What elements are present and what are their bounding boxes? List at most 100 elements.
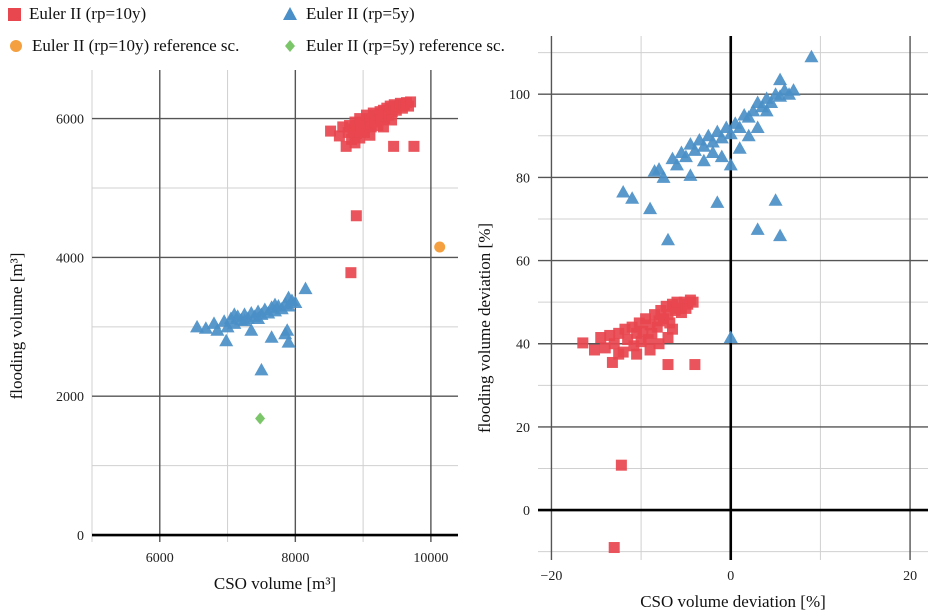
data-point-square [619,323,631,335]
data-point-triangle [669,157,684,171]
x-tick-label: 8000 [281,551,309,566]
data-point-triangle [786,83,801,96]
data-point-square [635,336,647,348]
data-point-triangle [288,295,303,309]
data-point-square [633,317,645,329]
legend-triangle-marker [283,7,297,20]
data-point-square [599,342,611,354]
data-point-square [687,296,699,308]
data-point-square [637,325,649,337]
y-tick-label: 0 [77,529,84,544]
legend-item-rp10-ref: Euler II (rp=10y) reference sc. [8,36,239,56]
legend-label: Euler II (rp=10y) [29,4,147,23]
data-point-square [613,327,625,339]
data-point-square [577,337,589,349]
data-point-triangle [616,184,631,198]
data-point-triangle [723,157,738,171]
data-point-square [595,332,607,344]
chart-legend: Euler II (rp=10y) Euler II (rp=5y) Euler… [0,0,620,66]
x-tick-label: 0 [727,569,734,584]
data-point-square [377,121,389,133]
data-point-square [345,267,357,279]
data-point-square [606,356,618,368]
data-point-triangle [281,290,296,304]
grid [538,36,928,560]
data-point-square [644,319,656,331]
data-point-square [325,125,337,137]
data-point-square [651,321,663,333]
data-point-square [337,121,349,133]
data-point-square [608,542,620,554]
data-point-triangle [746,103,761,117]
y-axis-label: flooding volume [m³] [7,253,26,400]
data-point-triangle [710,195,725,208]
data-point-square [608,338,620,350]
data-point-triangle [220,319,235,333]
data-point-square [350,210,362,222]
data-point-triangle [219,333,234,347]
data-point-triangle [750,222,765,235]
y-tick-label: 4000 [56,251,84,266]
data-point-square [333,130,345,142]
data-point-triangle [768,193,783,206]
data-point-square [604,329,616,341]
data-point-triangle [696,139,711,152]
legend-diamond-marker [285,40,295,52]
data-point-triangle [732,141,747,154]
y-tick-label: 6000 [56,113,84,128]
data-point-triangle [764,95,779,109]
data-point-square [646,327,658,339]
data-point-diamond [255,412,266,425]
data-point-triangle [652,162,667,175]
y-tick-label: 40 [516,338,530,353]
data-point-triangle [237,313,252,327]
data-point-square [666,323,678,335]
data-point-square [628,340,640,352]
data-point-square [349,137,361,149]
data-point-triangle [723,126,738,140]
legend-label: Euler II (rp=5y) reference sc. [306,36,505,55]
data-point-triangle [759,103,774,117]
y-tick-label: 20 [516,421,530,436]
data-point-square [631,348,643,360]
data-point-square [622,334,634,346]
x-tick-label: 20 [903,569,917,584]
data-point-triangle [705,135,720,148]
data-point-triangle [190,319,205,333]
legend-label: Euler II (rp=10y) reference sc. [32,36,240,55]
data-point-square [642,334,654,346]
data-point-triangle [723,330,738,344]
data-point-triangle [656,170,671,183]
data-point-triangle [254,362,269,376]
data-point-square [653,338,665,350]
data-point-square [408,140,420,152]
y-tick-label: 0 [523,504,530,519]
data-point-square [644,344,656,356]
x-tick-label: −20 [540,569,562,584]
data-point-triangle [683,168,698,181]
legend-label: Euler II (rp=5y) [306,4,415,23]
data-point-square [364,129,376,141]
legend-square-marker [8,7,21,21]
data-point-triangle [804,49,819,63]
legend-item-rp10: Euler II (rp=10y) [8,4,146,24]
data-point-triangle [732,120,747,133]
data-point-triangle [227,307,242,320]
legend-circle-marker [10,40,22,52]
data-point-square [664,317,676,329]
data-point-triangle [643,201,658,215]
data-point-triangle [714,149,729,163]
data-point-square [631,327,643,339]
data-points [190,96,446,425]
data-point-triangle [244,323,259,336]
y-tick-label: 60 [516,255,530,270]
data-point-square [662,359,674,371]
data-point-square [689,359,701,371]
data-point-square [388,140,400,152]
grid [91,70,458,542]
data-point-triangle [198,321,213,334]
data-point-triangle [741,128,756,142]
data-point-square [660,300,672,312]
data-point-triangle [678,149,693,163]
